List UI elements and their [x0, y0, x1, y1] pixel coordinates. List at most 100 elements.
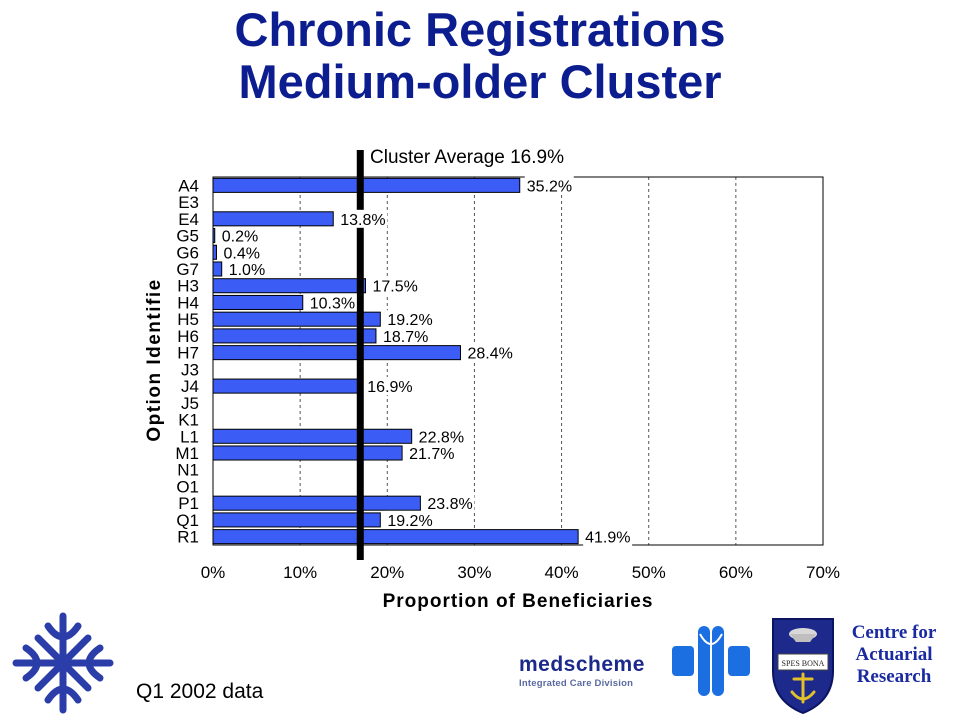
data-label-bg [385, 510, 435, 529]
data-label-bg [583, 527, 633, 546]
slide-title: Chronic Registrations Medium-older Clust… [0, 4, 960, 108]
category-label: L1 [180, 427, 199, 446]
data-label: 0.4% [223, 245, 259, 262]
data-label: 19.2% [387, 312, 432, 329]
data-label-bg [465, 343, 515, 362]
grid-lines [299, 177, 737, 545]
bar [212, 512, 381, 528]
category-label: A4 [178, 176, 199, 195]
data-label: 13.8% [340, 212, 385, 229]
category-label: J5 [181, 394, 199, 413]
x-tick-labels: 0% 10% 20% 30% 40% 50% 60% 70% [201, 563, 840, 582]
x-tick-label: 0% [201, 563, 226, 582]
category-label: P1 [178, 494, 199, 513]
category-label: J3 [181, 360, 199, 379]
data-footnote: Q1 2002 data [136, 680, 264, 703]
category-label: H5 [177, 310, 199, 329]
medscheme-division: Integrated Care Division [519, 678, 634, 689]
category-label: M1 [175, 444, 199, 463]
category-label: K1 [178, 411, 199, 430]
data-label-bg [380, 326, 430, 345]
category-label: G6 [176, 243, 199, 262]
cluster-average-label: Cluster Average 16.9% [370, 147, 564, 168]
data-label-bg [226, 260, 268, 278]
data-label: 1.0% [229, 262, 265, 279]
data-label: 28.4% [467, 346, 512, 363]
bar [212, 345, 461, 361]
category-label: H6 [177, 327, 199, 346]
data-label: 23.8% [427, 496, 472, 513]
bar [212, 328, 377, 344]
bar [212, 529, 579, 545]
bar [212, 311, 381, 327]
category-label: G5 [176, 227, 199, 246]
data-label: 21.7% [409, 446, 454, 463]
car-line-3: Research [856, 666, 932, 687]
category-label: H4 [177, 293, 199, 312]
plot-frame [212, 176, 824, 546]
bar [212, 378, 361, 394]
category-label: G7 [176, 260, 199, 279]
bar [212, 211, 334, 227]
data-labels: 35.2%13.8%0.2%0.4%1.0%17.5%10.3%19.2%18.… [219, 176, 633, 547]
bar [212, 261, 223, 277]
x-tick-label: 50% [632, 563, 666, 582]
data-label-bg [307, 293, 357, 312]
x-tick-label: 10% [283, 563, 317, 582]
crest-motto: SPES BONA [782, 659, 825, 668]
network-cross-logo [12, 612, 114, 714]
x-tick-label: 30% [457, 563, 491, 582]
x-tick-label: 20% [370, 563, 404, 582]
data-label: 19.2% [387, 513, 432, 530]
car-line-2: Actuarial [855, 644, 933, 665]
category-label: H3 [177, 277, 199, 296]
data-label-bg [219, 226, 261, 245]
data-label-bg [221, 243, 262, 262]
data-label-bg [416, 427, 466, 446]
car-line-1: Centre for [851, 622, 937, 643]
data-label: 35.2% [527, 178, 572, 195]
x-axis-title: Proportion of Beneficiaries [383, 591, 654, 612]
bar [212, 244, 217, 260]
y-axis-title: Option Identifie [144, 278, 165, 441]
x-tick-label: 70% [806, 563, 840, 582]
bar [212, 228, 216, 244]
data-label-bg [365, 377, 415, 396]
bars [212, 177, 579, 545]
category-label: E3 [178, 193, 199, 212]
category-label: H7 [177, 344, 199, 363]
medscheme-wordmark: medscheme [519, 653, 645, 676]
bar [212, 495, 421, 511]
data-label: 0.2% [222, 229, 258, 246]
category-label: N1 [177, 461, 199, 480]
bar [212, 278, 366, 294]
data-label-bg [370, 276, 420, 295]
data-label: 10.3% [310, 295, 355, 312]
category-label: E4 [178, 210, 199, 229]
bar [212, 294, 304, 310]
data-label: 17.5% [373, 279, 418, 296]
category-label: J4 [181, 377, 199, 396]
title-line-2: Medium-older Cluster [238, 55, 722, 108]
category-label: Q1 [176, 511, 199, 530]
data-label: 16.9% [367, 379, 412, 396]
x-tick-label: 40% [545, 563, 579, 582]
data-label-bg [524, 176, 574, 195]
data-label-bg [338, 209, 388, 228]
data-label-bg [407, 444, 457, 462]
car-name: Centre for Actuarial Research [838, 622, 950, 688]
data-label: 41.9% [585, 530, 630, 547]
data-label: 18.7% [383, 329, 428, 346]
bar [212, 177, 521, 193]
bar [212, 428, 413, 444]
category-label: O1 [176, 477, 199, 496]
category-label: R1 [177, 528, 199, 547]
bar [212, 445, 403, 461]
title-line-1: Chronic Registrations [234, 3, 726, 56]
data-label-bg [425, 494, 475, 513]
data-label: 22.8% [419, 429, 464, 446]
data-label-bg [385, 310, 435, 329]
medscheme-symbol-icon [672, 626, 750, 696]
category-labels: A4E3E4G5G6G7H3H4H5H6H7J3J4J5K1L1M1N1O1P1… [175, 176, 199, 546]
